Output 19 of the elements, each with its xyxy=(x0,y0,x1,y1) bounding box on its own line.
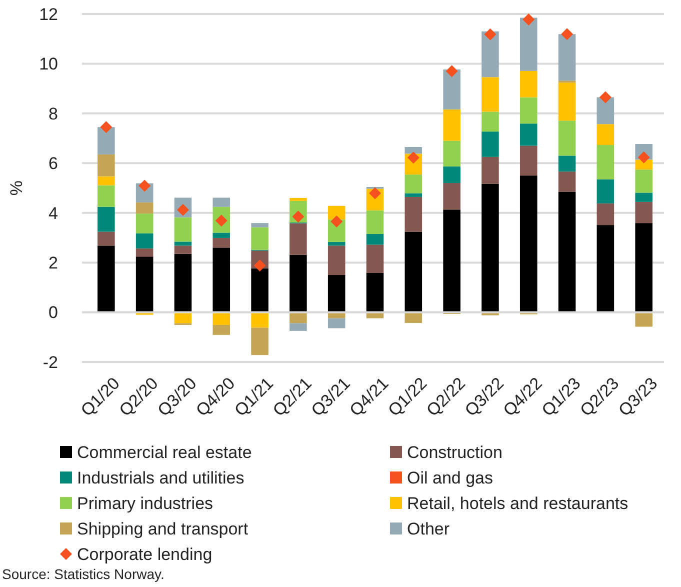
legend-label: Other xyxy=(407,519,450,538)
y-tick-label: 8 xyxy=(48,104,58,124)
y-tick-label: 6 xyxy=(48,154,58,174)
y-tick-label: 10 xyxy=(39,54,58,74)
legend-label: Industrials and utilities xyxy=(77,468,244,488)
legend-label: Corporate lending xyxy=(77,544,212,564)
legend-label: Retail, hotels and restaurants xyxy=(407,494,628,513)
legend-label: Commercial real estate xyxy=(77,442,252,462)
y-tick-label: 0 xyxy=(48,303,58,322)
y-tick-label: 2 xyxy=(48,254,58,273)
legend-label: Shipping and transport xyxy=(77,519,248,538)
legend-label: Construction xyxy=(407,442,502,462)
legend-label: Primary industries xyxy=(77,494,214,513)
y-tick-label: -2 xyxy=(42,352,58,372)
legend-label: Oil and gas xyxy=(407,468,493,488)
y-axis-title: % xyxy=(7,180,26,196)
y-tick-label: 4 xyxy=(48,204,58,223)
y-tick-label: 12 xyxy=(39,4,58,24)
source-note: Source: Statistics Norway. xyxy=(2,566,164,582)
